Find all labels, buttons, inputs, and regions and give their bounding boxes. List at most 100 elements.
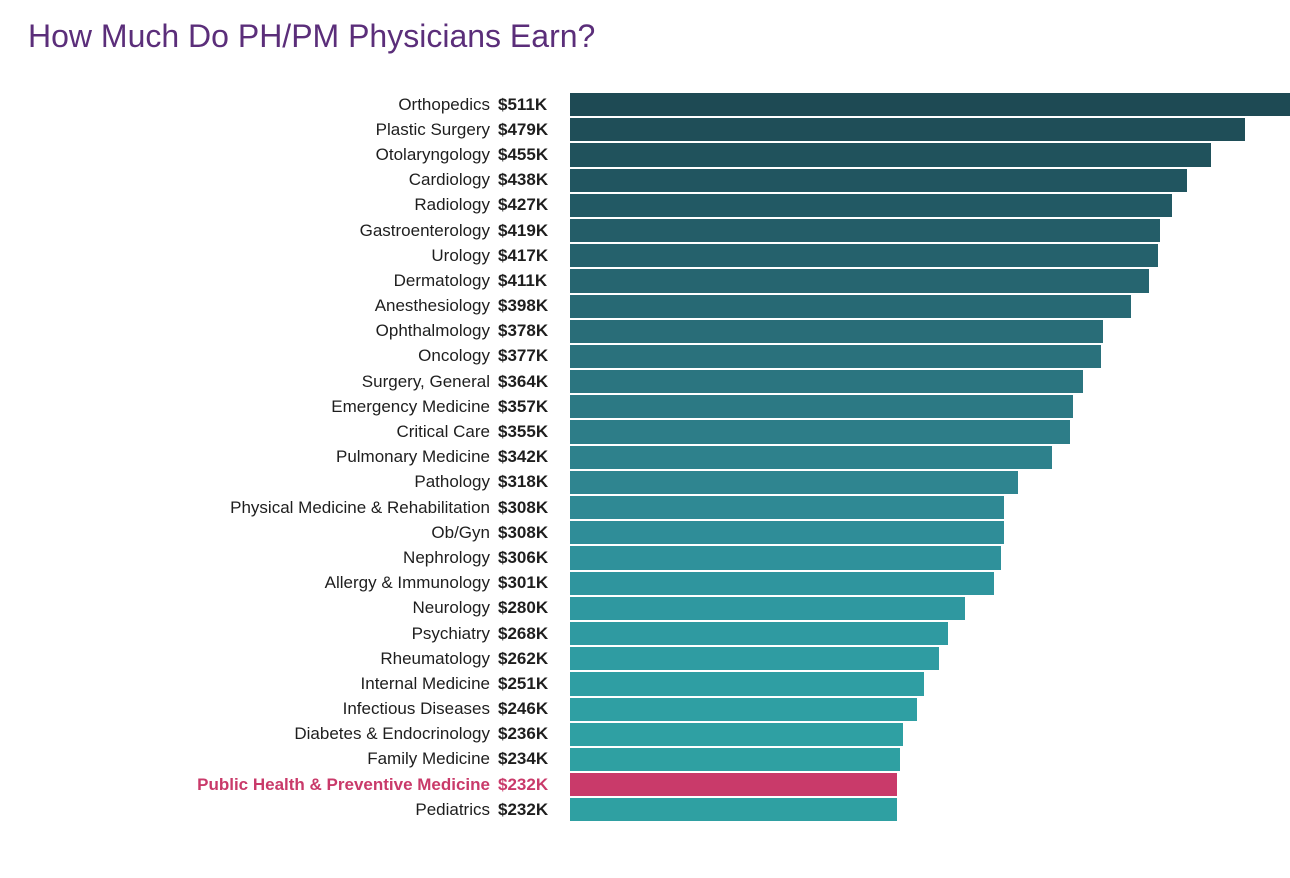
- bar: [570, 748, 900, 771]
- bar-label: Gastroenterology: [0, 221, 498, 241]
- bar-row: Cardiology$438K: [0, 168, 1290, 193]
- bar-value: $301K: [498, 573, 570, 593]
- bar-value: $280K: [498, 598, 570, 618]
- bar-cell: [570, 419, 1290, 444]
- bar-cell: [570, 394, 1290, 419]
- bar: [570, 295, 1131, 318]
- bar-cell: [570, 571, 1290, 596]
- bar-row: Pathology$318K: [0, 470, 1290, 495]
- bar-label: Orthopedics: [0, 95, 498, 115]
- bar-label: Diabetes & Endocrinology: [0, 724, 498, 744]
- bar-label: Surgery, General: [0, 372, 498, 392]
- bar-value: $355K: [498, 422, 570, 442]
- bar-cell: [570, 671, 1290, 696]
- bar-row: Ob/Gyn$308K: [0, 520, 1290, 545]
- bar-label: Anesthesiology: [0, 296, 498, 316]
- bar-label: Cardiology: [0, 170, 498, 190]
- bar-value: $234K: [498, 749, 570, 769]
- bar: [570, 798, 897, 821]
- bar-cell: [570, 319, 1290, 344]
- bar: [570, 169, 1187, 192]
- bar-cell: [570, 646, 1290, 671]
- bar-value: $377K: [498, 346, 570, 366]
- bar-label: Psychiatry: [0, 624, 498, 644]
- bar-label: Radiology: [0, 195, 498, 215]
- bar-value: $411K: [498, 271, 570, 291]
- bar-value: $306K: [498, 548, 570, 568]
- bar-value: $427K: [498, 195, 570, 215]
- bar-cell: [570, 218, 1290, 243]
- bar-label: Pediatrics: [0, 800, 498, 820]
- bar-value: $318K: [498, 472, 570, 492]
- bar-row: Orthopedics$511K: [0, 92, 1290, 117]
- bar-value: $455K: [498, 145, 570, 165]
- bar-cell: [570, 621, 1290, 646]
- bar-cell: [570, 722, 1290, 747]
- bar-row: Anesthesiology$398K: [0, 294, 1290, 319]
- bar-label: Dermatology: [0, 271, 498, 291]
- bar-cell: [570, 243, 1290, 268]
- bar: [570, 546, 1001, 569]
- bar-label: Infectious Diseases: [0, 699, 498, 719]
- bar: [570, 194, 1172, 217]
- bar-cell: [570, 797, 1290, 822]
- bar-cell: [570, 747, 1290, 772]
- bar-label: Internal Medicine: [0, 674, 498, 694]
- bar-value: $419K: [498, 221, 570, 241]
- bar: [570, 597, 965, 620]
- bar: [570, 370, 1083, 393]
- bar: [570, 118, 1245, 141]
- bar-value: $511K: [498, 95, 570, 115]
- bar-cell: [570, 369, 1290, 394]
- bar-value: $262K: [498, 649, 570, 669]
- bar-label: Allergy & Immunology: [0, 573, 498, 593]
- bar: [570, 345, 1101, 368]
- bar-cell: [570, 117, 1290, 142]
- bar: [570, 572, 994, 595]
- bar: [570, 672, 924, 695]
- bar-row: Ophthalmology$378K: [0, 319, 1290, 344]
- bar-value: $251K: [498, 674, 570, 694]
- bar-row: Family Medicine$234K: [0, 747, 1290, 772]
- bar-cell: [570, 168, 1290, 193]
- bar-row: Pulmonary Medicine$342K: [0, 445, 1290, 470]
- bar-cell: [570, 520, 1290, 545]
- bar-cell: [570, 697, 1290, 722]
- bar-label: Nephrology: [0, 548, 498, 568]
- bar-cell: [570, 92, 1290, 117]
- bar-cell: [570, 495, 1290, 520]
- bar: [570, 622, 948, 645]
- bar-value: $236K: [498, 724, 570, 744]
- bar-value: $232K: [498, 800, 570, 820]
- bar-row: Urology$417K: [0, 243, 1290, 268]
- bar-value: $232K: [498, 775, 570, 795]
- bar-value: $398K: [498, 296, 570, 316]
- bar-row: Radiology$427K: [0, 193, 1290, 218]
- bar: [570, 269, 1149, 292]
- bar-cell: [570, 545, 1290, 570]
- bar-value: $378K: [498, 321, 570, 341]
- bar-cell: [570, 596, 1290, 621]
- bar-label: Critical Care: [0, 422, 498, 442]
- bar-value: $308K: [498, 523, 570, 543]
- bar-row: Emergency Medicine$357K: [0, 394, 1290, 419]
- bar: [570, 496, 1004, 519]
- salary-bar-chart: Orthopedics$511KPlastic Surgery$479KOtol…: [0, 92, 1290, 822]
- bar-label: Rheumatology: [0, 649, 498, 669]
- bar-value: $268K: [498, 624, 570, 644]
- bar: [570, 93, 1290, 116]
- bar: [570, 647, 939, 670]
- bar-label: Oncology: [0, 346, 498, 366]
- bar-row: Public Health & Preventive Medicine$232K: [0, 772, 1290, 797]
- bar: [570, 219, 1160, 242]
- bar-label: Pulmonary Medicine: [0, 447, 498, 467]
- bar-label: Otolaryngology: [0, 145, 498, 165]
- bar-value: $308K: [498, 498, 570, 518]
- bar-cell: [570, 294, 1290, 319]
- bar: [570, 698, 917, 721]
- bar-row: Otolaryngology$455K: [0, 142, 1290, 167]
- bar: [570, 723, 903, 746]
- bar-cell: [570, 772, 1290, 797]
- bar: [570, 773, 897, 796]
- bar-row: Neurology$280K: [0, 596, 1290, 621]
